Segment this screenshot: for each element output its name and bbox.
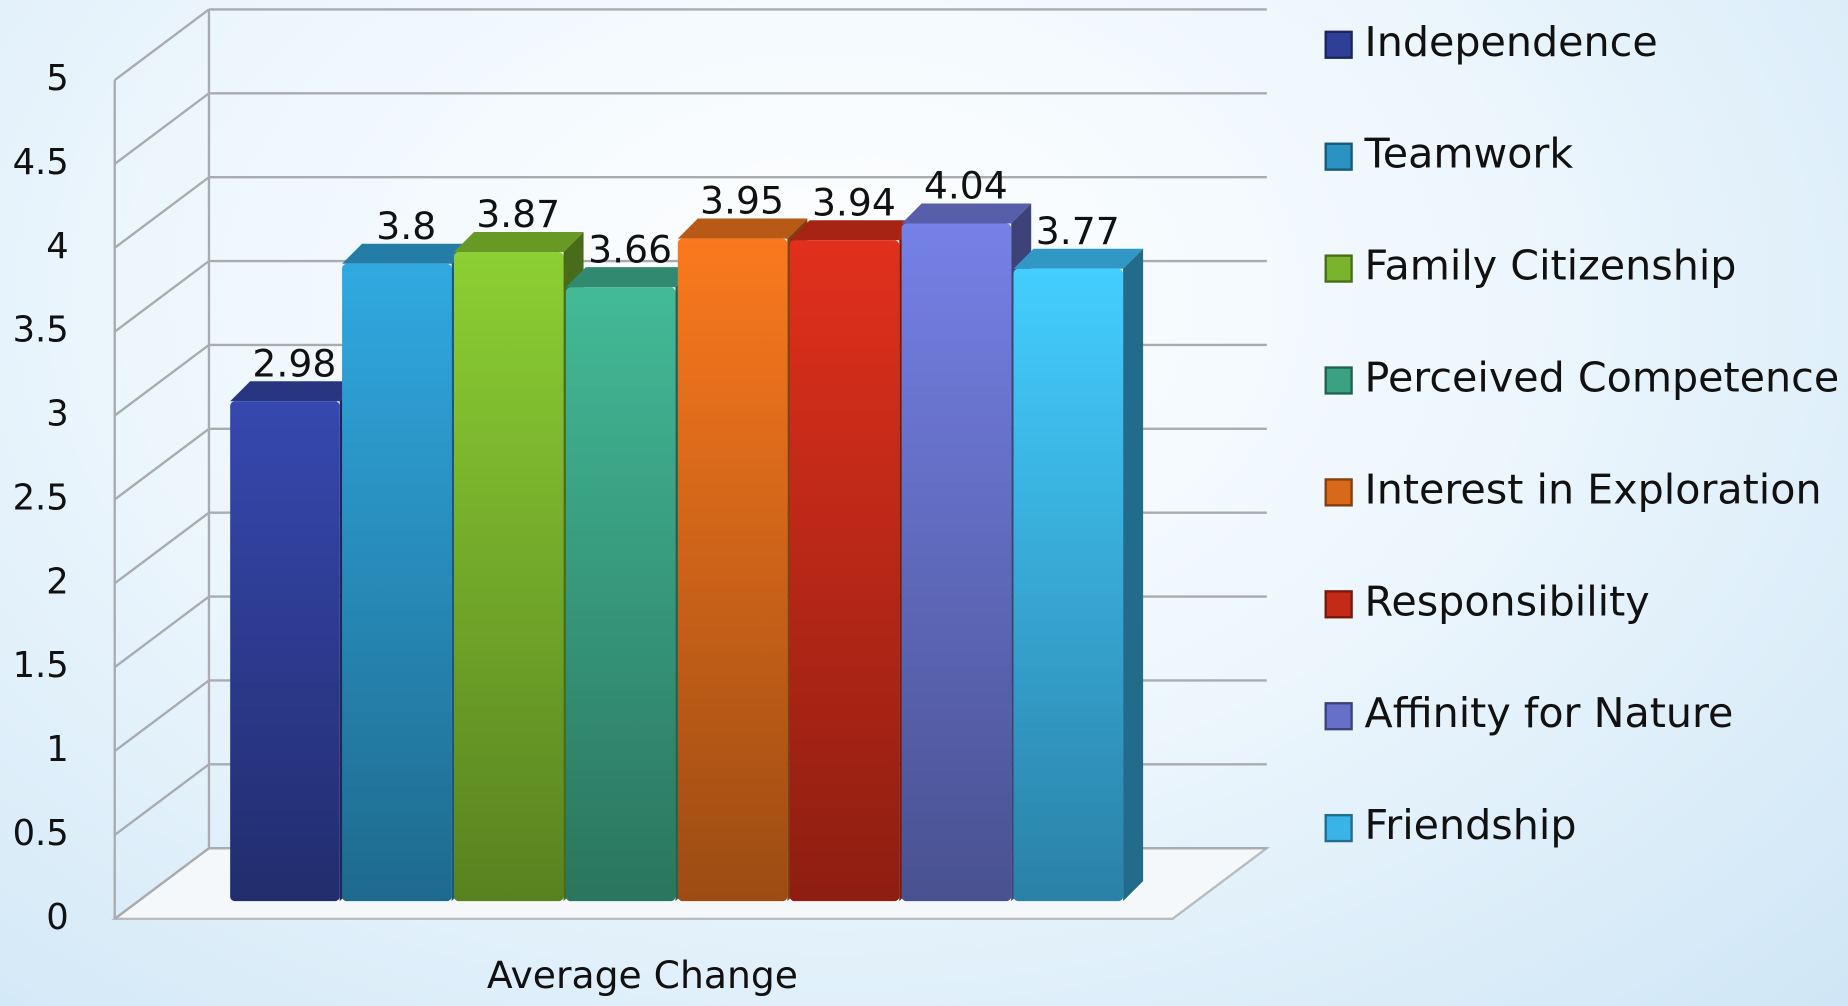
bar [901, 223, 1012, 902]
bar [789, 240, 900, 902]
y-tick-label: 3.5 [13, 310, 69, 351]
y-tick-label: 3 [46, 394, 68, 435]
grid-line [114, 595, 210, 669]
x-tick-label: Average Change [487, 953, 798, 997]
bar [1013, 268, 1124, 902]
bar-side [1123, 248, 1144, 902]
grid-line [114, 847, 210, 920]
value-label: 3.8 [376, 204, 436, 248]
legend-label: Independence [1365, 18, 1658, 66]
bar [565, 287, 676, 902]
legend-label: Perceived Competence [1365, 353, 1840, 401]
y-tick-label: 1.5 [13, 645, 69, 686]
legend-label: Responsibility [1365, 577, 1650, 625]
value-label: 3.66 [588, 227, 672, 271]
grid-line [114, 92, 210, 165]
grid-line [114, 176, 210, 249]
grid-line [114, 763, 210, 836]
value-label: 3.95 [700, 179, 784, 223]
legend-swatch [1324, 366, 1353, 395]
y-tick-label: 1 [46, 729, 68, 770]
legend-swatch [1324, 813, 1353, 843]
y-tick-label: 4 [46, 226, 68, 267]
y-tick-label: 4.5 [13, 142, 69, 183]
grid-line [114, 427, 210, 501]
legend-label: Interest in Exploration [1365, 465, 1822, 513]
bar-top [901, 203, 1032, 224]
bar [230, 401, 340, 902]
grid-line [114, 8, 210, 82]
legend-label: Affinity for Nature [1365, 689, 1734, 737]
y-tick-label: 0 [46, 897, 68, 938]
bar-top [565, 267, 696, 288]
bar-top [789, 220, 920, 241]
value-label: 3.94 [812, 180, 896, 224]
bar-top [230, 381, 360, 402]
value-label: 3.77 [1036, 209, 1120, 253]
legend-swatch [1324, 478, 1353, 507]
bar-top [342, 243, 472, 264]
value-label: 4.04 [924, 164, 1008, 208]
bar [453, 251, 564, 902]
legend-label: Family Citizenship [1365, 242, 1737, 290]
legend-swatch [1324, 254, 1353, 283]
y-tick-label: 5 [46, 58, 68, 99]
bar [677, 238, 788, 902]
grid-line [114, 679, 210, 753]
legend-swatch [1324, 142, 1353, 171]
bar-top [1013, 248, 1144, 269]
grid-line [114, 260, 210, 333]
legend-swatch [1324, 702, 1353, 731]
legend-swatch [1324, 30, 1353, 59]
value-label: 2.98 [252, 341, 336, 385]
grid-line [114, 343, 210, 417]
bar-top [453, 231, 584, 252]
legend-swatch [1324, 590, 1353, 619]
bar-top [677, 218, 808, 239]
legend-label: Friendship [1365, 801, 1577, 849]
y-tick-label: 2.5 [13, 477, 69, 518]
legend-label: Teamwork [1364, 130, 1574, 178]
y-tick-label: 2 [46, 561, 68, 602]
grid-line [114, 511, 210, 585]
bar [342, 263, 452, 902]
y-tick-label: 0.5 [13, 813, 69, 854]
value-label: 3.87 [476, 192, 560, 236]
